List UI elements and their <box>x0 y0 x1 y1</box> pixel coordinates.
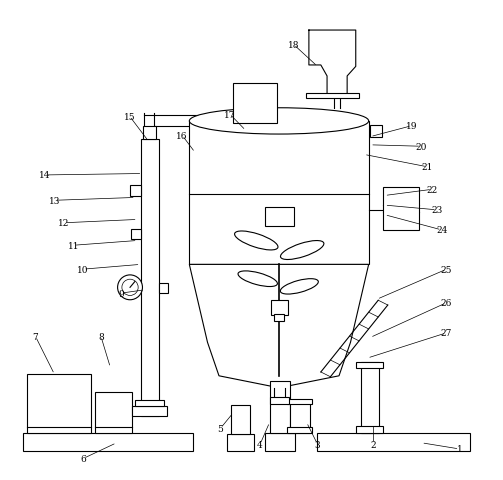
Circle shape <box>122 280 138 296</box>
Text: 20: 20 <box>415 143 427 151</box>
Bar <box>265 433 295 451</box>
Bar <box>287 427 312 433</box>
Text: 7: 7 <box>33 332 38 341</box>
Bar <box>356 426 383 433</box>
Bar <box>275 314 284 321</box>
Bar <box>270 381 290 433</box>
Text: 6: 6 <box>80 454 86 463</box>
Text: 19: 19 <box>406 122 417 131</box>
Bar <box>265 207 294 227</box>
Text: 8: 8 <box>98 332 104 341</box>
Bar <box>287 399 312 405</box>
Bar <box>383 188 419 230</box>
Bar <box>290 400 310 433</box>
Bar <box>317 433 470 451</box>
Bar <box>140 140 159 417</box>
Bar <box>361 362 379 433</box>
Bar <box>159 283 169 293</box>
Bar <box>231 406 249 434</box>
Ellipse shape <box>281 241 324 260</box>
Text: 15: 15 <box>124 112 135 121</box>
Bar <box>95 392 132 433</box>
Bar <box>233 84 277 124</box>
Text: 26: 26 <box>441 299 452 308</box>
Text: 24: 24 <box>436 226 448 235</box>
Text: 10: 10 <box>77 265 89 274</box>
Bar <box>23 433 193 451</box>
Bar <box>130 186 140 196</box>
Text: 16: 16 <box>177 132 188 141</box>
Text: 2: 2 <box>371 440 376 449</box>
Text: 17: 17 <box>224 110 236 120</box>
Text: 4: 4 <box>257 440 263 449</box>
Polygon shape <box>189 265 369 388</box>
Text: 12: 12 <box>58 219 70 228</box>
Text: 14: 14 <box>39 171 51 180</box>
Text: 18: 18 <box>288 41 299 50</box>
Ellipse shape <box>189 108 369 135</box>
Bar <box>356 362 383 368</box>
Bar <box>27 374 92 433</box>
Bar <box>132 406 167 417</box>
Bar <box>131 229 140 239</box>
Text: 27: 27 <box>441 329 452 337</box>
Bar <box>227 434 255 451</box>
Circle shape <box>118 276 142 300</box>
Text: 25: 25 <box>441 265 452 274</box>
Text: 21: 21 <box>422 163 433 172</box>
Ellipse shape <box>238 271 278 287</box>
Text: 9: 9 <box>119 289 124 298</box>
Bar <box>143 126 156 140</box>
Ellipse shape <box>280 279 318 294</box>
Bar <box>270 397 289 405</box>
Text: 13: 13 <box>49 196 60 205</box>
Bar <box>370 125 382 137</box>
Text: 1: 1 <box>457 444 462 454</box>
Bar <box>271 300 288 315</box>
Text: 3: 3 <box>315 440 320 449</box>
Ellipse shape <box>234 231 278 251</box>
Text: 5: 5 <box>217 424 223 433</box>
Text: 22: 22 <box>427 185 438 194</box>
Text: 11: 11 <box>68 241 79 250</box>
Bar <box>189 121 369 265</box>
Bar <box>306 94 359 99</box>
Bar <box>135 400 164 406</box>
Text: 23: 23 <box>432 206 443 215</box>
